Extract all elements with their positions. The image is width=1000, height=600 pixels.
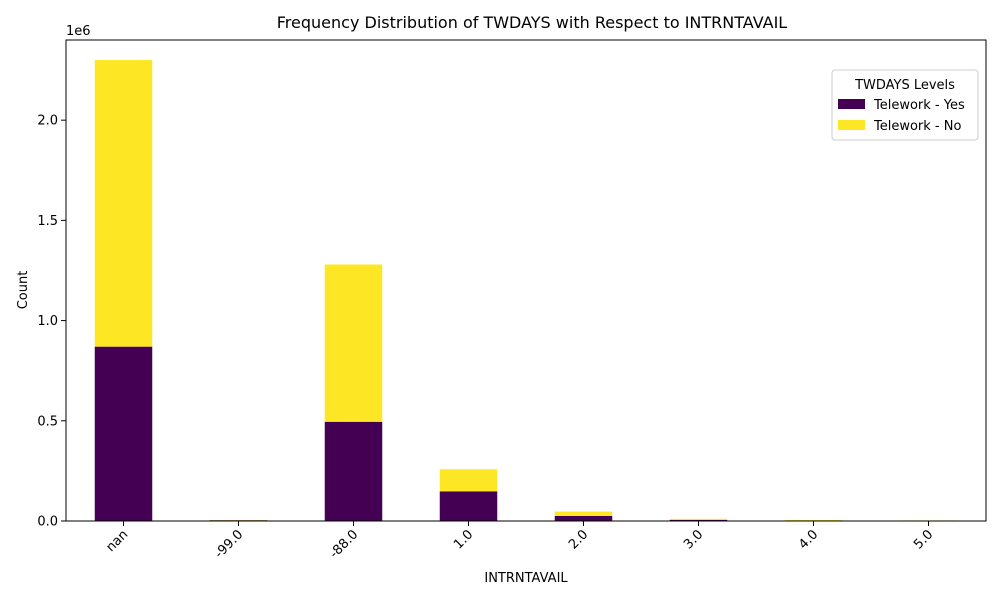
y-tick-label: 1.5	[37, 214, 58, 229]
legend-box	[831, 69, 979, 141]
legend-entry-label: Telework - No	[873, 119, 961, 134]
x-tick-label: 3.0	[681, 527, 706, 552]
bar-segment	[94, 346, 153, 521]
bar-segment	[439, 491, 498, 521]
chart-title: Frequency Distribution of TWDAYS with Re…	[277, 13, 788, 32]
x-tick-label: 2.0	[566, 527, 591, 552]
legend: TWDAYS Levels Telework - Yes Telework - No	[831, 69, 979, 141]
bar-segment	[94, 60, 153, 347]
legend-title: TWDAYS Levels	[854, 78, 955, 93]
y-tick-label: 0.0	[37, 515, 58, 530]
y-tick-label: 2.0	[37, 114, 58, 129]
bar-segment	[554, 511, 613, 516]
bar-segment	[324, 264, 383, 422]
plot-frame	[65, 39, 987, 522]
x-tick-label: -99.0	[212, 527, 246, 561]
y-axis-label: Count	[16, 271, 31, 310]
x-tick-label: -88.0	[327, 527, 361, 561]
x-tick-label: 5.0	[911, 527, 936, 552]
bar-segment	[554, 515, 613, 521]
y-tick-label: 0.5	[37, 414, 58, 429]
x-axis-label: INTRNTAVAIL	[484, 571, 568, 586]
x-tick-label: 1.0	[451, 527, 476, 552]
bar-segment	[439, 469, 498, 492]
x-tick-label: nan	[103, 527, 131, 555]
legend-entry-label: Telework - Yes	[873, 98, 965, 113]
bar-segment	[669, 518, 728, 520]
bar-segment	[324, 421, 383, 521]
y-tick-label: 1.0	[37, 314, 58, 329]
y-axis-offset-label: 1e6	[66, 24, 91, 39]
x-tick-label: 4.0	[796, 527, 821, 552]
plot-area: nan -99.0 -88.0 1.0 2.0 3.0 4.0 5.0 0.0 0.5 1.0 1.5…	[37, 39, 987, 562]
legend-swatch	[838, 120, 865, 130]
legend-swatch	[838, 99, 865, 109]
